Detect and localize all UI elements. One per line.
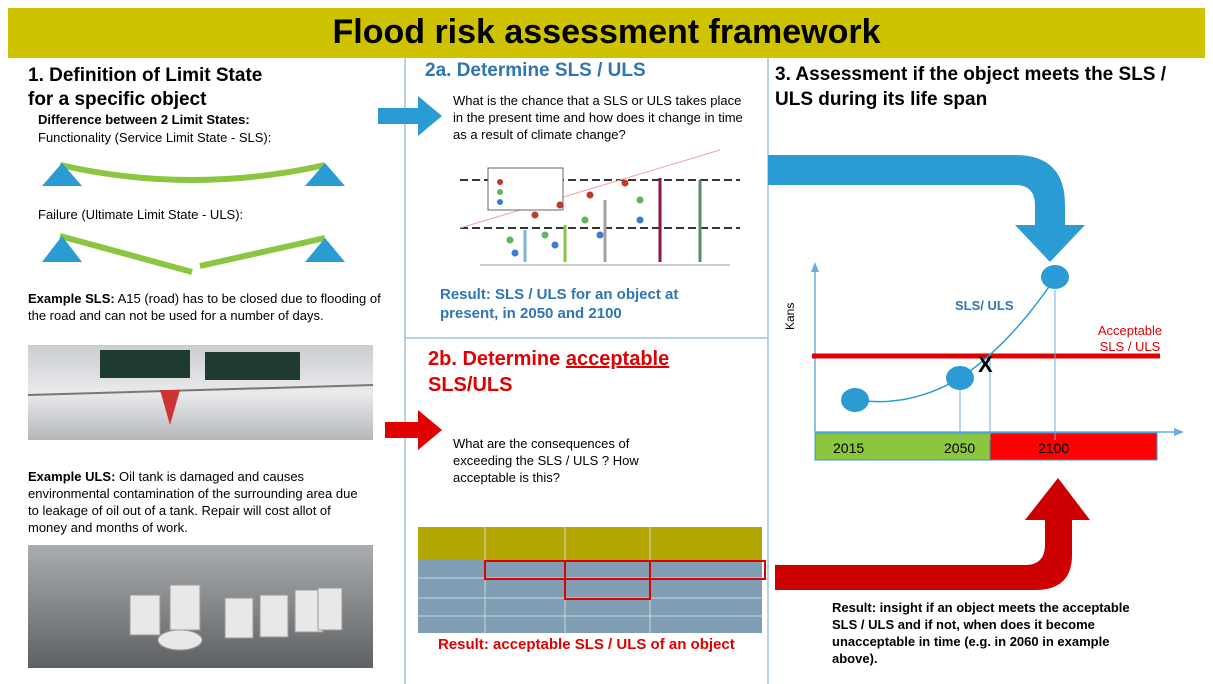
title-part: 2b. Determine (428, 348, 566, 370)
example-label: Example ULS: (28, 469, 115, 484)
subtitle: Difference between 2 Limit States: (38, 112, 250, 127)
year: 2050 (944, 440, 975, 456)
label: Failure (Ultimate Limit State - ULS): (38, 207, 243, 222)
y-label: Kans (783, 303, 797, 330)
title-part: acceptable (566, 348, 669, 370)
consequence-table (418, 527, 765, 633)
arrow (378, 96, 442, 136)
section-title: 2b. Determine acceptable SLS/ULS (428, 346, 748, 398)
crossing-marker: X (978, 352, 993, 378)
example: Example SLS: A15 (road) has to be closed… (28, 290, 383, 324)
threshold-label: Acceptable SLS / ULS (1085, 323, 1175, 355)
title-line: 1. Definition of Limit State (28, 64, 262, 88)
year: 2100 (1038, 440, 1069, 456)
question: What are the consequences of exceeding t… (453, 435, 668, 486)
result: Result: acceptable SLS / ULS of an objec… (438, 635, 758, 654)
assessment-chart (811, 262, 1184, 460)
example: Example ULS: Oil tank is damaged and cau… (28, 468, 368, 536)
title-part: SLS/ULS (428, 374, 512, 396)
title: Flood risk assessment framework (0, 13, 1213, 52)
slide: Flood risk assessment framework 1. Defin… (0, 0, 1213, 684)
result: Result: SLS / ULS for an object at prese… (440, 285, 740, 323)
section-title: 2a. Determine SLS / ULS (425, 60, 646, 82)
arrow (775, 478, 1090, 590)
road-sign (205, 352, 300, 380)
road-sign (100, 350, 190, 378)
year: 2015 (833, 440, 864, 456)
result: Result: insight if an object meets the a… (832, 599, 1152, 667)
section-title: 3. Assessment if the object meets the SL… (775, 62, 1195, 112)
curve-label: SLS/ ULS (955, 298, 1014, 313)
probability-chart (430, 150, 740, 280)
beam-uls (60, 236, 192, 272)
title-line: for a specific object (28, 88, 262, 112)
section-title: 1. Definition of Limit State for a speci… (28, 64, 262, 112)
beam-sls (60, 165, 325, 180)
arrow (385, 410, 442, 450)
label: Functionality (Service Limit State - SLS… (38, 130, 271, 145)
question: What is the chance that a SLS or ULS tak… (453, 92, 753, 143)
arrow (768, 155, 1085, 262)
example-label: Example SLS: (28, 291, 115, 306)
